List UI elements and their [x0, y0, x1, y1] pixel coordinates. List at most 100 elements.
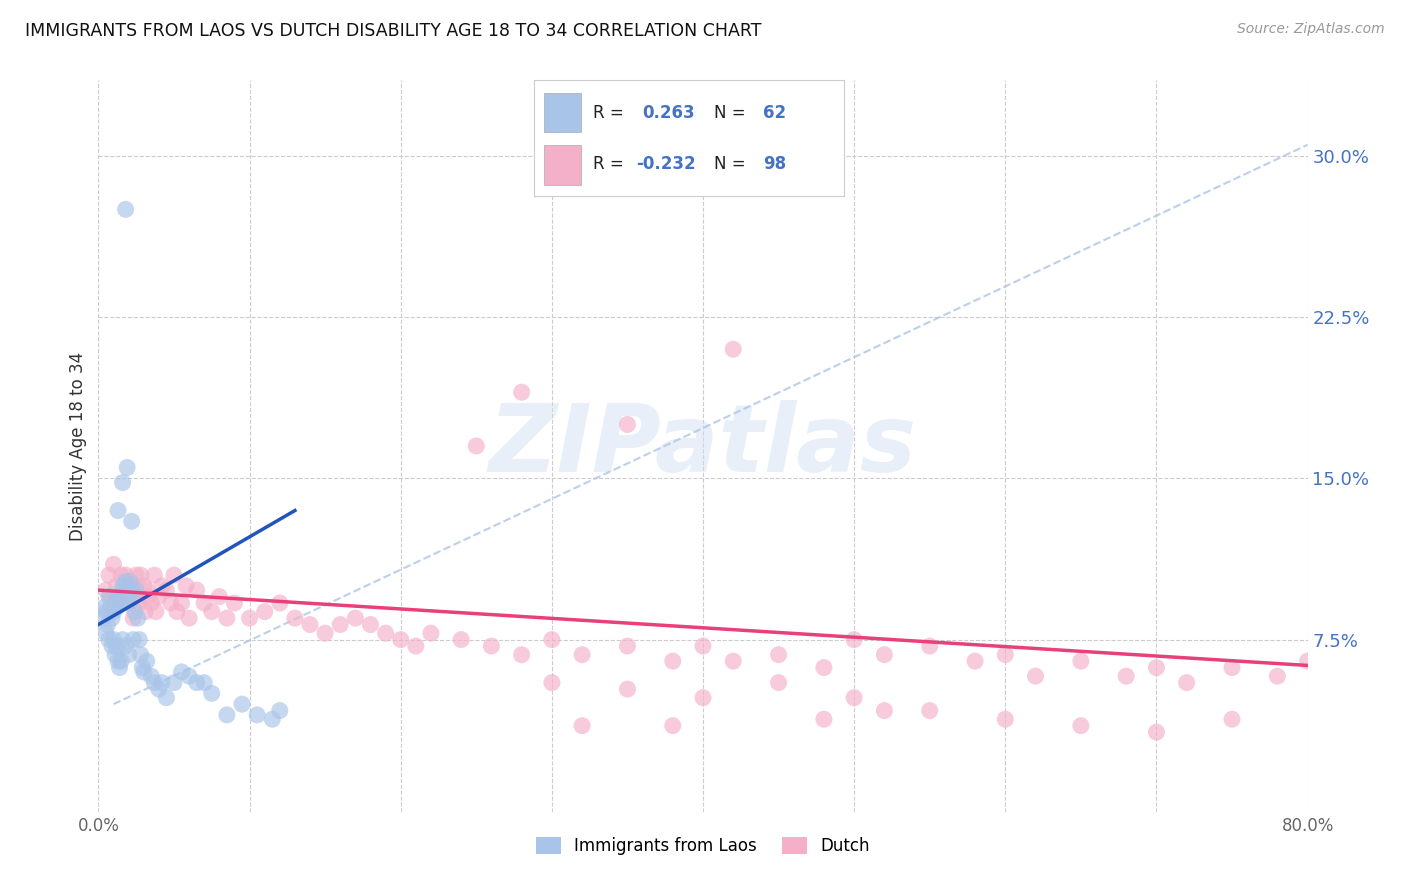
Point [94, 583, 117, 598]
Point [160, 596, 183, 610]
Point [94, 605, 117, 619]
Point [540, 675, 562, 690]
Point [115, 460, 138, 475]
Point [201, 605, 224, 619]
Point [100, 600, 122, 615]
Point [124, 605, 146, 619]
Point [692, 690, 714, 705]
Point [135, 583, 157, 598]
Point [1296, 654, 1319, 668]
Point [155, 583, 177, 598]
Point [128, 632, 150, 647]
Point [118, 596, 141, 610]
Point [1144, 725, 1167, 739]
Point [616, 682, 638, 697]
Text: N =: N = [714, 155, 751, 173]
Point [98, 568, 121, 582]
Point [122, 611, 145, 625]
Point [1024, 669, 1046, 683]
Point [121, 583, 143, 598]
Point [208, 590, 231, 604]
Point [186, 583, 208, 598]
Point [143, 675, 166, 690]
Point [103, 632, 125, 647]
Point [141, 596, 163, 610]
Point [1070, 719, 1092, 733]
Point [420, 626, 443, 640]
Point [329, 617, 352, 632]
Point [112, 596, 135, 610]
Point [201, 686, 224, 700]
Point [108, 596, 131, 610]
Point [1220, 712, 1243, 726]
Point [344, 611, 367, 625]
Point [166, 605, 188, 619]
Point [918, 639, 941, 653]
Point [994, 712, 1017, 726]
Point [163, 568, 186, 582]
Point [768, 648, 790, 662]
Point [105, 639, 128, 653]
Point [114, 574, 136, 589]
Point [918, 704, 941, 718]
Point [127, 611, 149, 625]
Point [170, 596, 193, 610]
Point [129, 568, 152, 582]
Point [103, 558, 125, 572]
Point [813, 660, 835, 674]
Point [360, 617, 382, 632]
Point [118, 648, 141, 662]
Point [132, 579, 155, 593]
Point [193, 675, 215, 690]
Point [111, 583, 134, 598]
Point [616, 417, 638, 432]
Point [1220, 660, 1243, 674]
Point [125, 583, 148, 598]
Point [125, 568, 148, 582]
Point [844, 690, 866, 705]
Point [405, 639, 427, 653]
Point [135, 654, 157, 668]
Text: R =: R = [593, 103, 628, 121]
Point [1144, 660, 1167, 674]
Text: 98: 98 [763, 155, 786, 173]
Point [231, 697, 253, 711]
Point [98, 632, 121, 647]
Point [120, 596, 142, 610]
Point [105, 600, 128, 615]
Point [127, 590, 149, 604]
Point [107, 654, 129, 668]
Text: 62: 62 [763, 103, 786, 121]
Point [389, 632, 412, 647]
Point [299, 617, 322, 632]
Text: 0.263: 0.263 [643, 103, 695, 121]
FancyBboxPatch shape [544, 93, 581, 132]
Point [150, 579, 173, 593]
Point [114, 568, 136, 582]
Point [132, 665, 155, 679]
Point [96, 617, 118, 632]
Point [239, 611, 262, 625]
Point [1070, 654, 1092, 668]
Point [844, 632, 866, 647]
Point [481, 639, 503, 653]
Point [540, 632, 562, 647]
Point [661, 654, 683, 668]
Text: R =: R = [593, 155, 628, 173]
Point [94, 626, 117, 640]
Point [107, 590, 129, 604]
Point [170, 665, 193, 679]
Point [114, 639, 136, 653]
Point [111, 475, 134, 490]
Point [994, 648, 1017, 662]
Point [100, 590, 122, 604]
Point [118, 579, 141, 593]
Point [215, 611, 238, 625]
Point [104, 596, 127, 610]
Point [873, 648, 896, 662]
Point [723, 342, 745, 356]
Point [136, 590, 159, 604]
Point [262, 712, 284, 726]
Point [571, 719, 593, 733]
Text: N =: N = [714, 103, 751, 121]
